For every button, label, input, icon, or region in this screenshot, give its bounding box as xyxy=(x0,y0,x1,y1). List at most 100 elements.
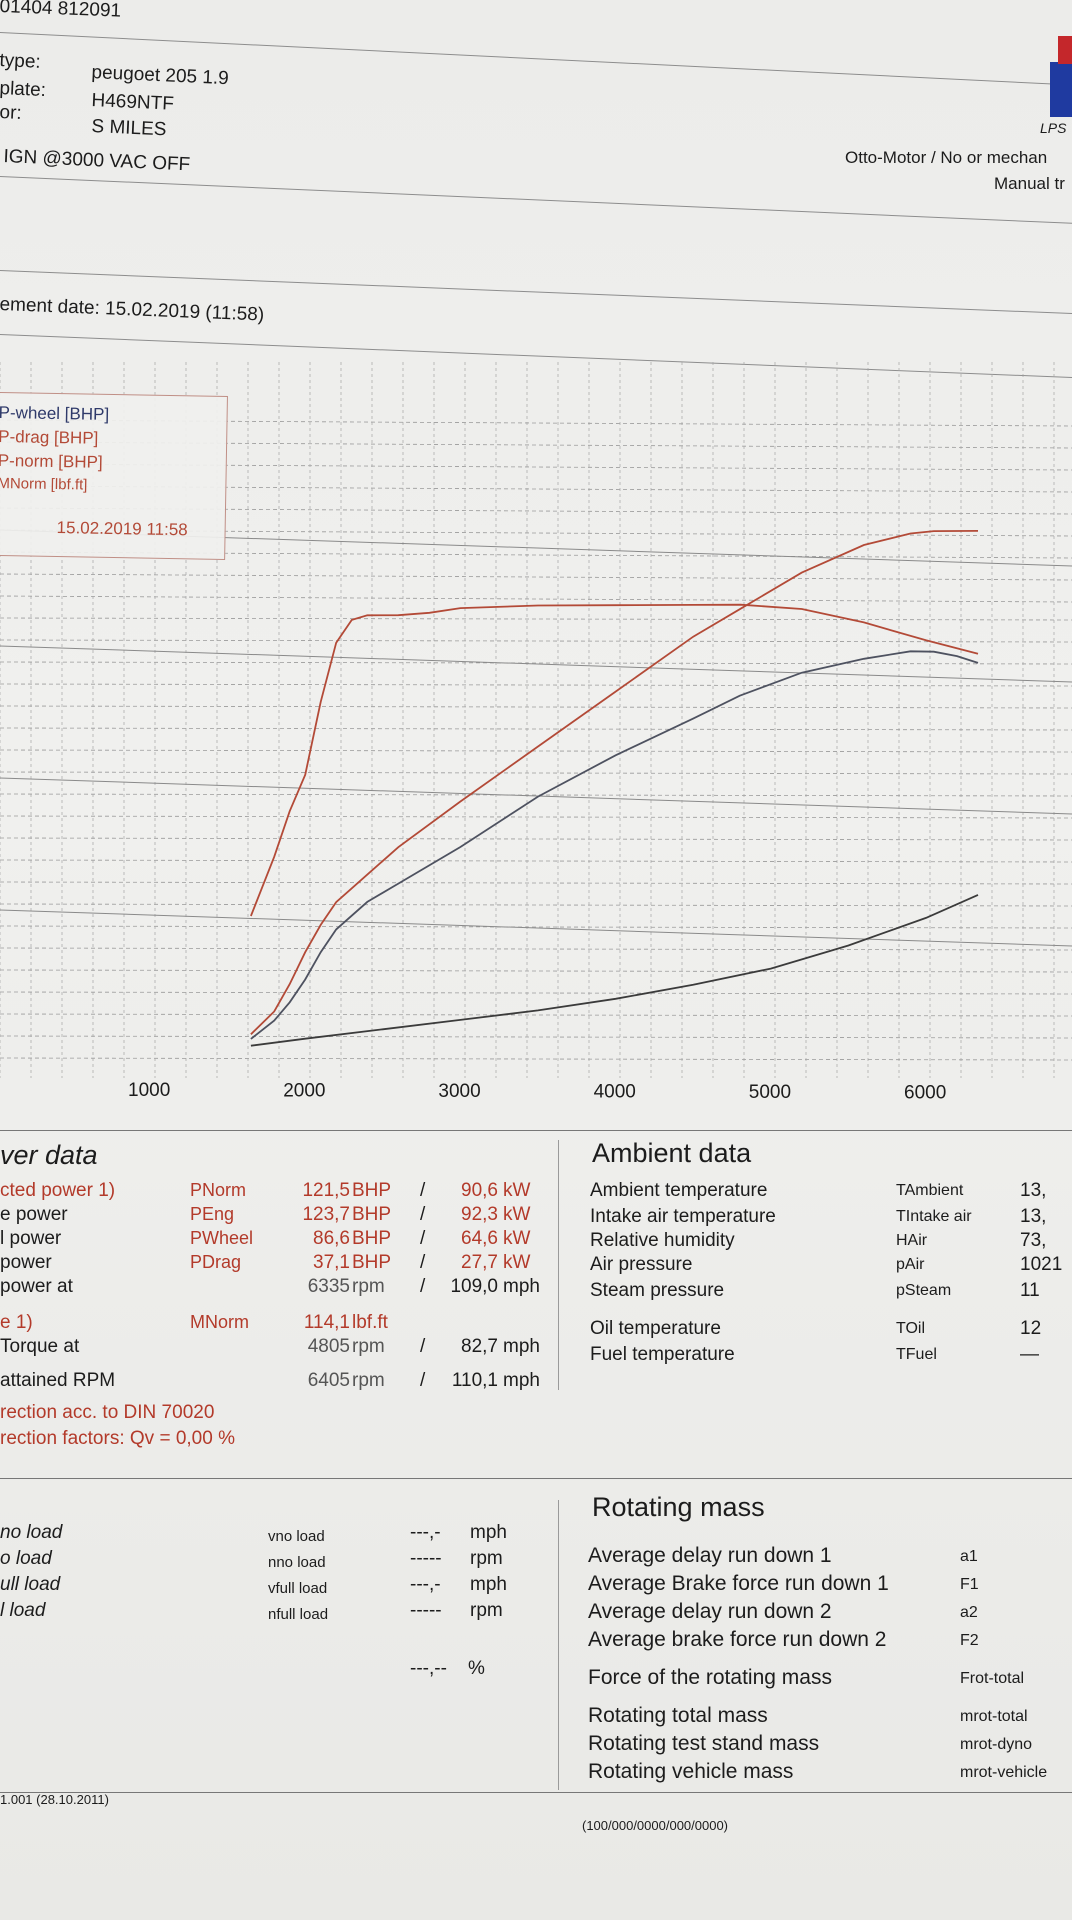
ambient-row-label: Relative humidity xyxy=(590,1230,735,1251)
power-row-label: e power xyxy=(0,1204,68,1225)
power-row-unit2: mph xyxy=(503,1370,540,1391)
ambient-row-value: 11 xyxy=(1020,1280,1040,1301)
power-row-unit2: mph xyxy=(503,1276,540,1297)
power-row-value: 123,7 xyxy=(302,1204,350,1225)
grid-line xyxy=(0,683,1072,687)
grid-line xyxy=(0,705,1072,709)
x-tick-label: 5000 xyxy=(749,1082,791,1103)
divider xyxy=(0,1792,1072,1793)
load-row-symbol: vfull load xyxy=(268,1580,328,1597)
column-divider xyxy=(558,1140,559,1390)
power-row-unit: rpm xyxy=(352,1276,385,1297)
power-row-unit: BHP xyxy=(352,1204,392,1225)
dyno-chart: 1000 2000 3000 4000 5000 6000 xyxy=(0,362,1072,1104)
power-row-label: e 1) xyxy=(0,1312,33,1333)
grid-line xyxy=(0,661,1072,665)
ambient-row-symbol: pSteam xyxy=(896,1282,952,1299)
ambient-row-value: 73, xyxy=(1020,1230,1047,1251)
grid-line xyxy=(0,947,1072,951)
load-row-label: o load xyxy=(0,1548,52,1569)
power-row-label: power xyxy=(0,1252,52,1273)
power-row-label: power at xyxy=(0,1276,73,1297)
ambient-row-value: — xyxy=(1020,1344,1039,1365)
power-row-label: l power xyxy=(0,1228,62,1249)
grid-line xyxy=(0,837,1072,841)
rotating-row-label: Rotating total mass xyxy=(588,1704,768,1727)
divider xyxy=(0,1130,1072,1131)
series-line-0 xyxy=(250,650,979,1040)
grid-line xyxy=(0,573,1072,581)
rotating-row-label: Average delay run down 2 xyxy=(588,1600,832,1623)
load-row-value: ---,- xyxy=(410,1574,441,1595)
ambient-row-label: Air pressure xyxy=(590,1254,693,1275)
grid-line xyxy=(0,771,1072,775)
rotating-row-label: Average delay run down 1 xyxy=(588,1544,832,1567)
correction-note: rection acc. to DIN 70020 xyxy=(0,1402,215,1423)
grid-major-line xyxy=(0,645,1072,683)
rotating-row-label: Average brake force run down 2 xyxy=(588,1628,887,1651)
ambient-row-symbol: pAir xyxy=(896,1256,925,1273)
ambient-row-symbol: TIntake air xyxy=(896,1208,972,1225)
series-line-2 xyxy=(250,530,979,1035)
power-row-unit: rpm xyxy=(352,1370,385,1391)
power-row-unit: BHP xyxy=(352,1228,392,1249)
power-row-symbol: MNorm xyxy=(190,1312,249,1332)
grid-line xyxy=(0,617,1072,621)
chart-x-ticks: 1000 2000 3000 4000 5000 6000 xyxy=(128,1080,946,1104)
power-row-value: 6335 xyxy=(307,1276,350,1297)
grid-line xyxy=(0,1057,1072,1061)
load-row-value: ----- xyxy=(410,1548,442,1569)
grid-line xyxy=(0,639,1072,643)
power-data-title: ver data xyxy=(0,1140,98,1170)
rotating-row-symbol: F2 xyxy=(960,1632,979,1649)
load-row-symbol: nno load xyxy=(268,1554,326,1571)
percent-unit: % xyxy=(468,1658,485,1679)
ambient-row-value: 13, xyxy=(1020,1180,1047,1201)
grid-line xyxy=(0,925,1072,929)
ambient-row-symbol: TOil xyxy=(896,1320,926,1337)
power-row-slash: / xyxy=(420,1252,426,1273)
rotating-row-symbol: mrot-dyno xyxy=(960,1736,1033,1753)
series-line-3 xyxy=(250,603,979,917)
rotating-row-symbol: mrot-total xyxy=(960,1708,1028,1725)
chart-curves xyxy=(250,530,979,1047)
power-row-value: 37,1 xyxy=(313,1252,350,1273)
power-row-value2: 92,3 xyxy=(461,1204,498,1225)
power-row-value: 86,6 xyxy=(313,1228,350,1249)
load-row-value: ----- xyxy=(410,1600,442,1621)
power-row-symbol: PDrag xyxy=(190,1252,242,1272)
grid-major-line xyxy=(0,777,1072,815)
grid-line xyxy=(0,991,1072,995)
power-row-label: cted power 1) xyxy=(0,1180,116,1201)
ambient-row-label: Ambient temperature xyxy=(590,1180,768,1201)
legend-date: 15.02.2019 11:58 xyxy=(56,518,188,540)
power-row-slash: / xyxy=(420,1370,426,1391)
column-divider xyxy=(558,1500,559,1790)
load-row-unit: mph xyxy=(470,1522,507,1543)
power-row-slash: / xyxy=(420,1180,426,1201)
load-row-label: ull load xyxy=(0,1574,61,1595)
ambient-row-value: 1021 xyxy=(1020,1254,1063,1275)
rotating-row-symbol: a2 xyxy=(960,1604,978,1621)
power-row-value2: 64,6 xyxy=(461,1228,498,1249)
power-row-label: Torque at xyxy=(0,1336,80,1357)
logo-mark xyxy=(1050,62,1072,117)
power-row-value: 121,5 xyxy=(302,1180,350,1201)
ambient-row-symbol: TAmbient xyxy=(896,1182,964,1199)
power-row-value: 4805 xyxy=(307,1336,350,1357)
ambient-row-value: 13, xyxy=(1020,1206,1047,1227)
x-tick-label: 3000 xyxy=(438,1081,480,1102)
rotating-row-symbol: Frot-total xyxy=(960,1670,1025,1687)
load-row-label: no load xyxy=(0,1522,63,1543)
rotating-row-symbol: F1 xyxy=(960,1576,979,1593)
power-row-unit2: kW xyxy=(503,1180,531,1201)
power-row-value2: 110,1 xyxy=(451,1370,498,1391)
x-tick-label: 1000 xyxy=(128,1080,170,1101)
correction-factors: rection factors: Qv = 0,00 % xyxy=(0,1428,235,1449)
legend-item: MNorm [lbf.ft] xyxy=(0,475,88,494)
series-line-1 xyxy=(250,894,979,1047)
x-tick-label: 2000 xyxy=(283,1081,325,1102)
rotating-row-label: Rotating vehicle mass xyxy=(588,1760,794,1783)
ambient-row-symbol: TFuel xyxy=(896,1346,937,1363)
grid-line xyxy=(0,727,1072,731)
